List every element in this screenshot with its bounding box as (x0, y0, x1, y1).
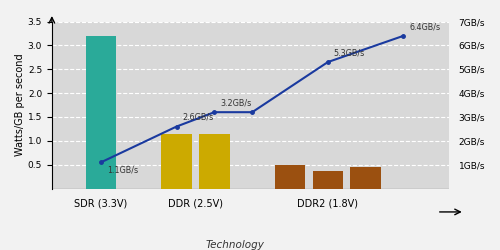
Text: 1.1GB/s: 1.1GB/s (106, 165, 138, 174)
Text: Technology: Technology (206, 240, 264, 250)
Bar (162, 134, 192, 188)
Bar (275, 165, 305, 188)
Y-axis label: Watts/GB per second: Watts/GB per second (15, 54, 25, 156)
Bar (312, 171, 343, 188)
Text: 2.6GB/s: 2.6GB/s (182, 113, 214, 122)
Bar (350, 167, 380, 188)
Text: 5.3GB/s: 5.3GB/s (334, 48, 364, 57)
Bar (200, 134, 230, 188)
Text: 6.4GB/s: 6.4GB/s (409, 22, 440, 31)
Bar (86, 36, 116, 188)
Text: 3.2GB/s: 3.2GB/s (220, 98, 252, 108)
